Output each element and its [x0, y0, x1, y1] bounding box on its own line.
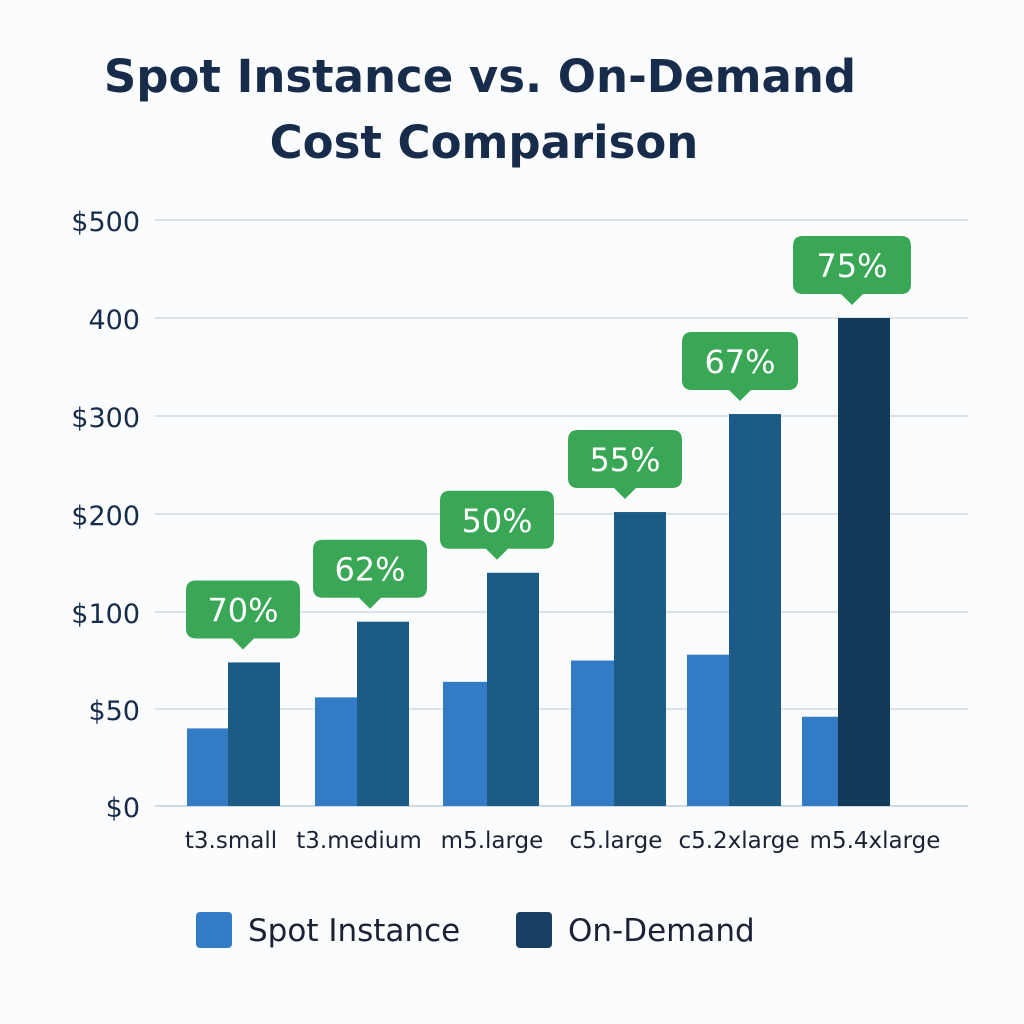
savings-label: 67%: [704, 343, 775, 381]
x-category-label: c5.2xlarge: [678, 828, 799, 854]
x-category-label: m5.large: [441, 828, 544, 854]
bar-on-demand-t3.medium: [357, 621, 409, 806]
bar-spot-m5.4xlarge: [802, 716, 838, 806]
legend-label: On-Demand: [568, 913, 755, 949]
bar-on-demand-c5.large: [614, 512, 666, 806]
x-category-label: c5.large: [570, 828, 663, 854]
savings-label: 50%: [461, 502, 532, 540]
x-category-label: t3.small: [185, 828, 277, 854]
bar-layer: [187, 318, 890, 806]
legend-swatch-on-demand: [516, 912, 552, 948]
savings-label: 55%: [589, 441, 660, 479]
legend-label: Spot Instance: [248, 913, 460, 949]
y-tick-label: $50: [88, 696, 140, 727]
savings-badge-m5.4xlarge: [793, 236, 911, 305]
bar-spot-m5.large: [443, 681, 487, 806]
y-tick-label: $500: [71, 207, 140, 238]
savings-label: 62%: [334, 551, 405, 589]
savings-badge-m5.large: [440, 490, 554, 560]
bar-spot-c5.2xlarge: [687, 654, 729, 806]
savings-badge-c5.large: [568, 430, 682, 500]
y-tick-label: $300: [71, 403, 140, 434]
chart-title-line-1: Spot Instance vs. On-Demand: [104, 50, 856, 103]
savings-badge-t3.small: [186, 580, 300, 650]
x-axis-categories: t3.small t3.medium m5.large c5.large c5.2xla…: [185, 828, 941, 854]
y-tick-label: $100: [71, 599, 140, 630]
x-category-label: m5.4xlarge: [810, 828, 941, 854]
x-category-label: t3.medium: [296, 828, 422, 854]
bar-spot-t3.medium: [315, 697, 357, 806]
bar-on-demand-c5.2xlarge: [729, 414, 781, 806]
bar-on-demand-m5.large: [487, 572, 539, 806]
y-tick-label: $0: [106, 793, 140, 824]
y-tick-label: $200: [71, 501, 140, 532]
y-tick-label: 400: [88, 305, 140, 336]
savings-label: 75%: [816, 247, 887, 285]
bar-on-demand-t3.small: [228, 662, 280, 806]
savings-label: 70%: [207, 591, 278, 629]
bar-on-demand-m5.4xlarge: [838, 318, 890, 806]
chart-title-line-2: Cost Comparison: [270, 116, 699, 169]
savings-badge-t3.medium: [313, 539, 427, 609]
savings-badges: 70% 62% 50% 55% 67% 75%: [186, 236, 911, 650]
bar-spot-t3.small: [187, 728, 228, 806]
savings-badge-c5.2xlarge: [682, 332, 798, 402]
legend: Spot Instance On-Demand: [196, 912, 755, 949]
bar-spot-c5.large: [571, 660, 614, 806]
legend-swatch-spot: [196, 912, 232, 948]
y-axis-ticks: $0 $50 $100 $200 $300 400 $500: [71, 207, 140, 824]
